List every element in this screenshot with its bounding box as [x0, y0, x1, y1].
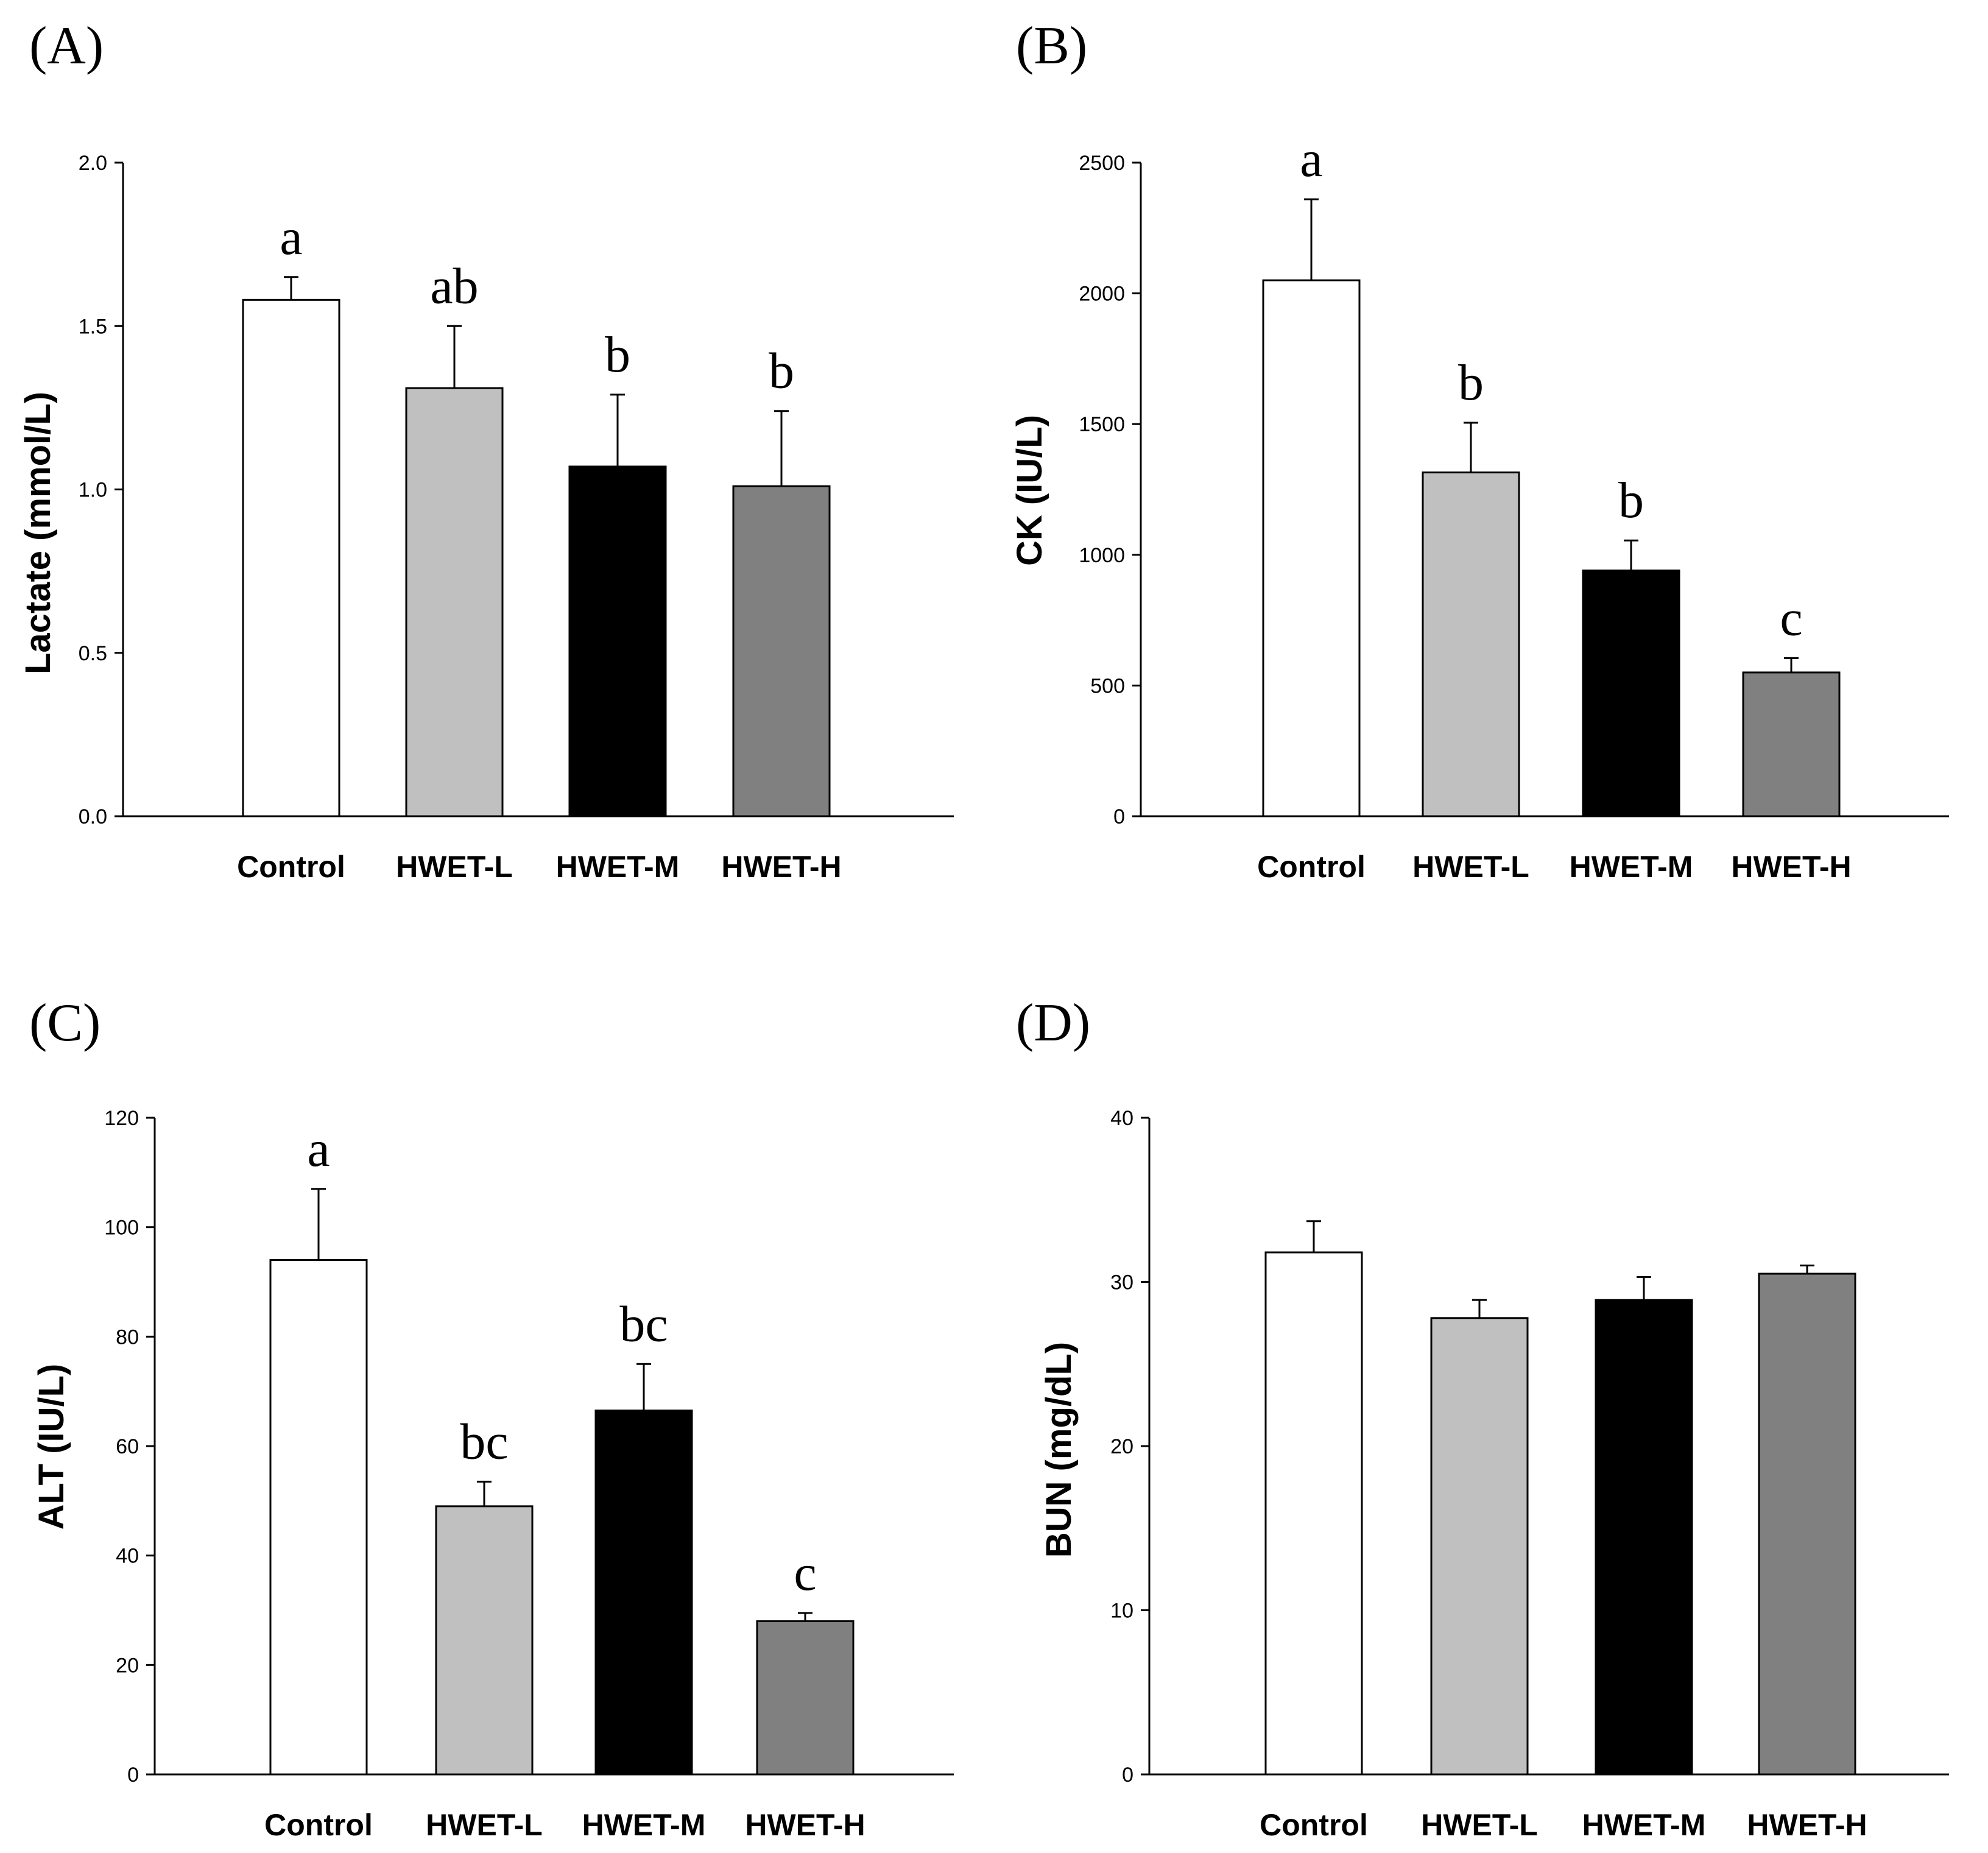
- y-tick-label: 1.0: [79, 479, 107, 502]
- category-label: HWET-L: [426, 1808, 543, 1842]
- category-label: HWET-M: [556, 850, 680, 884]
- y-tick-label: 0.5: [79, 642, 107, 665]
- bar-hwet-h: [732, 485, 831, 817]
- significance-letter: b: [605, 326, 630, 383]
- panel-label-a: (A): [29, 16, 104, 76]
- panel-label-c: (C): [29, 994, 100, 1053]
- bar-control: [242, 298, 340, 817]
- y-axis-label-c: ALT (IU/L): [32, 1364, 71, 1530]
- category-label: Control: [1257, 850, 1366, 884]
- panel-label-b: (B): [1016, 16, 1087, 76]
- significance-letter: ab: [430, 258, 478, 314]
- y-tick-label: 1.5: [79, 315, 107, 338]
- plot-area-c: 0 20 40 60 80 100 120 Control a HWET-L bc HWET-M bc H…: [104, 1107, 954, 1842]
- y-tick-label: 120: [104, 1107, 139, 1130]
- bar-hwet-h: [1758, 1272, 1856, 1776]
- y-tick-label: 60: [116, 1435, 139, 1458]
- bar-hwet-m: [568, 465, 667, 817]
- category-label: HWET-L: [1412, 850, 1529, 884]
- significance-letter: a: [1300, 131, 1322, 188]
- y-tick-label: 0.0: [79, 805, 107, 828]
- y-tick-label: 20: [116, 1654, 139, 1677]
- category-label: HWET-M: [582, 1808, 706, 1842]
- bar-hwet-m: [1595, 1299, 1693, 1776]
- category-label: Control: [1260, 1808, 1368, 1842]
- significance-letter: b: [1458, 355, 1484, 411]
- category-label: HWET-H: [1731, 850, 1851, 884]
- category-label: HWET-H: [745, 1808, 865, 1842]
- bar-hwet-h: [1742, 671, 1841, 817]
- y-tick-label: 40: [116, 1545, 139, 1568]
- plot-area-b: 0 500 1000 1500 2000 2500 Control a HWET-L b HWET-…: [1079, 131, 1949, 884]
- y-axis-label-d: BUN (mg/dL): [1039, 1342, 1079, 1558]
- y-tick-label: 0: [1122, 1763, 1133, 1787]
- significance-letter: a: [307, 1121, 330, 1177]
- significance-letter: a: [280, 209, 302, 266]
- bar-hwet-l: [1430, 1317, 1529, 1776]
- panel-d: (D) BUN (mg/dL) 0 10 20 30 40 Control HWET-L HW…: [1016, 994, 1949, 1842]
- bar-hwet-l: [435, 1505, 534, 1776]
- y-tick-label: 10: [1110, 1600, 1133, 1623]
- y-tick-label: 0: [1113, 805, 1125, 828]
- category-label: HWET-H: [1747, 1808, 1867, 1842]
- plot-area-a: 0.0 0.5 1.0 1.5 2.0 Control a HWET-L ab HWET-M b HW…: [79, 152, 954, 884]
- y-axis-label-a: Lactate (mmol/L): [18, 392, 58, 674]
- y-tick-label: 30: [1110, 1271, 1133, 1294]
- panel-a: (A) Lactate (mmol/L) 0.0 0.5 1.0 1.5 2.0 Cont…: [18, 16, 954, 884]
- panel-c: (C) ALT (IU/L) 0 20 40 60 80 100 120 Control a HW…: [29, 994, 954, 1842]
- category-label: HWET-H: [721, 850, 841, 884]
- bar-hwet-m: [1582, 570, 1680, 817]
- category-label: HWET-M: [1582, 1808, 1706, 1842]
- category-label: Control: [237, 850, 345, 884]
- category-label: HWET-M: [1570, 850, 1693, 884]
- category-label: Control: [264, 1808, 373, 1842]
- y-tick-label: 100: [104, 1216, 139, 1240]
- panel-b: (B) CK (IU/L) 0 500 1000 1500 2000 2500 Contro…: [1010, 16, 1949, 884]
- y-tick-label: 0: [127, 1763, 139, 1787]
- panel-label-d: (D): [1016, 994, 1090, 1053]
- bar-hwet-h: [756, 1620, 855, 1776]
- significance-letter: b: [1618, 472, 1644, 529]
- plot-area-d: 0 10 20 30 40 Control HWET-L HWET-M HWET-H: [1110, 1107, 1949, 1842]
- y-tick-label: 1000: [1079, 544, 1125, 567]
- y-tick-label: 500: [1090, 674, 1125, 697]
- significance-letter: bc: [460, 1413, 508, 1470]
- y-tick-label: 2.0: [79, 152, 107, 175]
- bar-hwet-m: [594, 1410, 693, 1776]
- significance-letter: c: [1780, 590, 1802, 646]
- significance-letter: c: [794, 1545, 816, 1601]
- y-tick-label: 2000: [1079, 283, 1125, 306]
- category-label: HWET-L: [396, 850, 513, 884]
- y-axis-label-b: CK (IU/L): [1010, 415, 1049, 566]
- y-tick-label: 80: [116, 1325, 139, 1349]
- bar-control: [269, 1259, 368, 1776]
- bar-hwet-l: [1422, 471, 1520, 817]
- y-tick-label: 1500: [1079, 413, 1125, 436]
- bar-control: [1264, 1251, 1363, 1776]
- y-tick-label: 20: [1110, 1435, 1133, 1458]
- bar-control: [1262, 279, 1361, 817]
- y-tick-label: 40: [1110, 1107, 1133, 1130]
- significance-letter: bc: [619, 1296, 668, 1352]
- y-tick-label: 2500: [1079, 152, 1125, 175]
- category-label: HWET-L: [1421, 1808, 1538, 1842]
- bar-hwet-l: [405, 387, 504, 817]
- significance-letter: b: [769, 343, 794, 400]
